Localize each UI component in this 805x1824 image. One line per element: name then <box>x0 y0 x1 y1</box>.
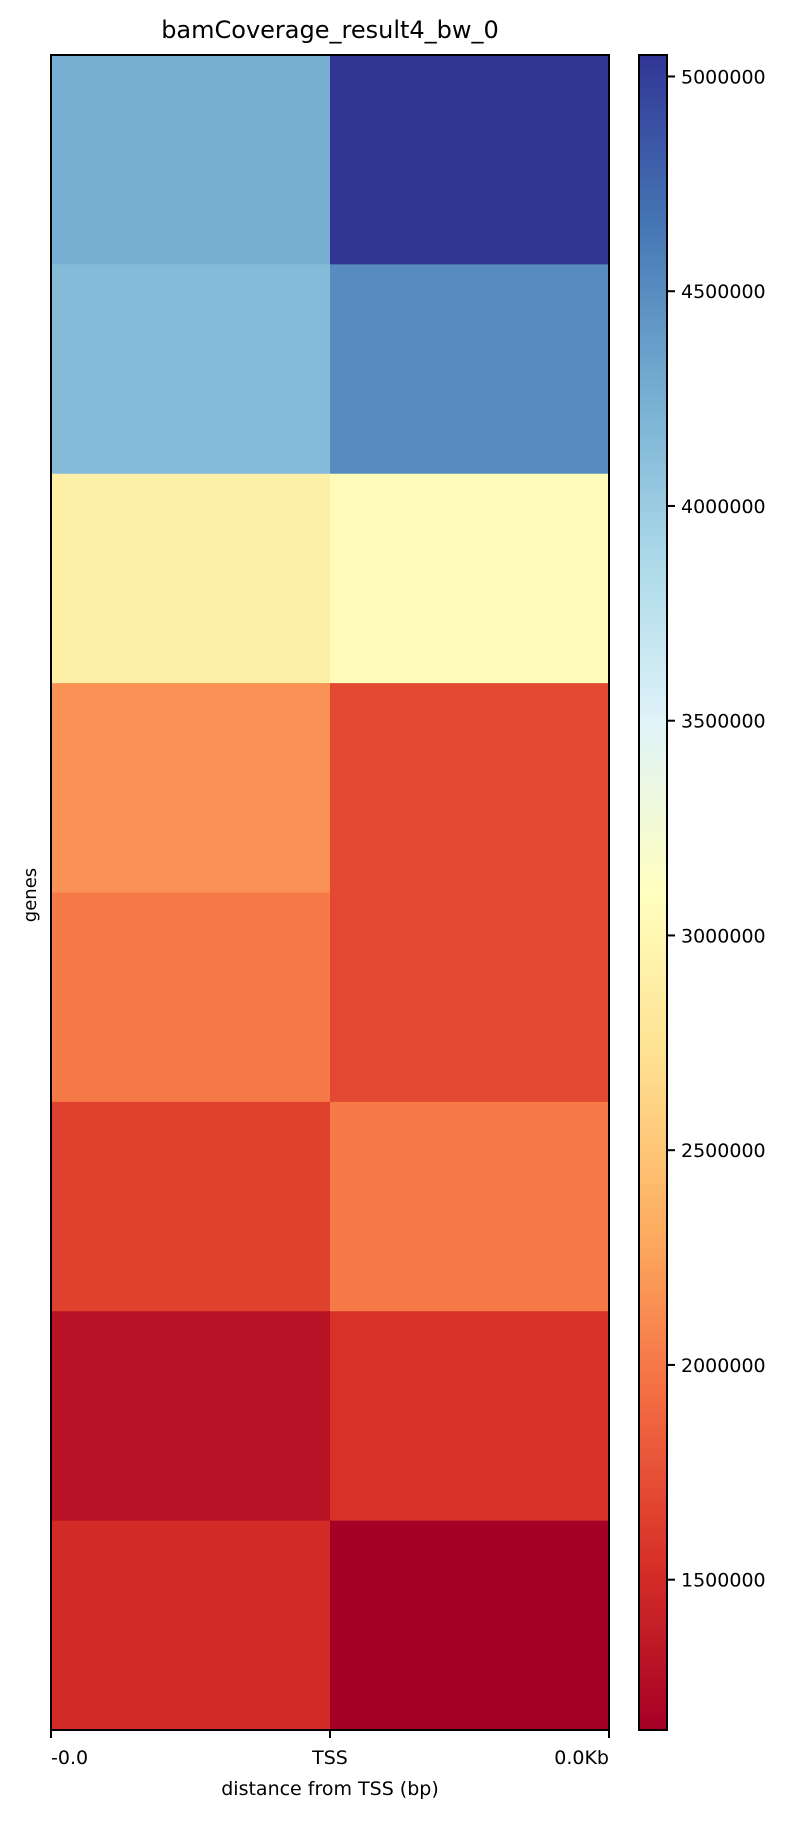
colorbar-tick-label: 3500000 <box>681 711 766 733</box>
heatmap-cell <box>51 1101 331 1312</box>
x-tick-label: 0.0Kb <box>554 1747 609 1769</box>
heatmap-cell <box>330 55 610 265</box>
colorbar-ticks: 1500000 2000000 2500000 3000000 3500000 40000… <box>667 66 766 1592</box>
colorbar-tick-label: 4000000 <box>681 496 766 518</box>
x-axis-label: distance from TSS (bp) <box>221 1778 439 1800</box>
heatmap-cell <box>330 1520 610 1731</box>
heatmap-cell <box>51 55 331 265</box>
x-tick-label: TSS <box>311 1747 348 1769</box>
heatmap-cell <box>51 473 331 684</box>
heatmap-cell <box>51 264 331 475</box>
colorbar-tick-label: 3000000 <box>681 925 766 947</box>
heatmap-cell <box>51 1520 331 1731</box>
chart-title: bamCoverage_result4_bw_0 <box>161 16 499 44</box>
heatmap-cells <box>51 55 610 1731</box>
y-axis-label: genes <box>20 868 41 922</box>
heatmap-cell <box>51 892 331 1103</box>
heatmap-cell <box>330 1101 610 1312</box>
heatmap-cell <box>330 892 610 1103</box>
x-axis-ticks: -0.0 TSS 0.0Kb <box>50 1730 610 1769</box>
heatmap-cell <box>330 1311 610 1522</box>
heatmap-cell <box>330 683 610 893</box>
colorbar-tick-label: 2000000 <box>681 1355 766 1377</box>
x-tick-label: -0.0 <box>51 1747 88 1769</box>
heatmap-cell <box>51 683 331 893</box>
colorbar-tick-label: 2500000 <box>681 1140 766 1162</box>
heatmap-cell <box>330 473 610 684</box>
colorbar-tick-label: 1500000 <box>681 1570 766 1592</box>
heatmap-cell <box>330 264 610 475</box>
colorbar-tick-label: 5000000 <box>681 66 766 88</box>
heatmap-cell <box>51 1311 331 1522</box>
colorbar-tick-label: 4500000 <box>681 281 766 303</box>
colorbar <box>638 54 668 1731</box>
